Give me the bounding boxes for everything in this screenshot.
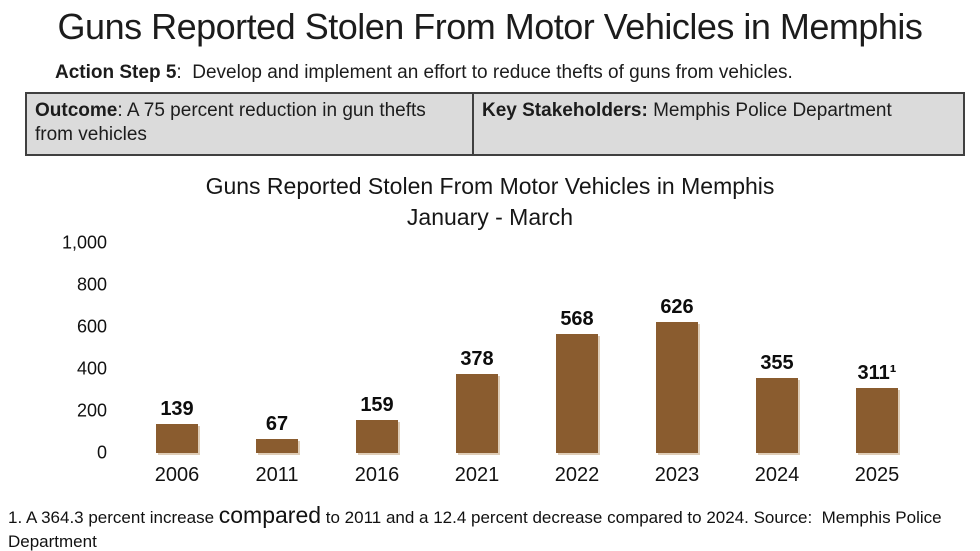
bar-value-label: 311¹ [857, 361, 897, 384]
bar-value-label: 139 [160, 397, 194, 420]
outcome-cell: Outcome: A 75 percent reduction in gun t… [27, 94, 474, 154]
bar-value-label: 378 [460, 347, 494, 370]
footnote-big-word: compared [218, 501, 322, 528]
y-axis: 1,000 800 600 400 200 0 [55, 232, 107, 462]
x-axis-label: 2011 [255, 463, 299, 486]
bar [456, 373, 498, 453]
bar-chart: Guns Reported Stolen From Motor Vehicles… [0, 171, 980, 487]
bar-column: 311¹ 2025 [827, 243, 927, 487]
y-axis-tick: 400 [76, 358, 107, 379]
plot-area: 1,000 800 600 400 200 0 139 2006 67 2011 159 2016 3… [55, 232, 980, 487]
bar [856, 387, 898, 453]
bar [656, 321, 698, 453]
bar-column: 355 2024 [727, 243, 827, 487]
bar-stack: 626 [656, 243, 698, 453]
bar-stack: 355 [756, 243, 798, 453]
x-axis-label: 2022 [554, 463, 600, 486]
bar-value-label: 67 [265, 412, 289, 435]
outcome-label: Outcome [35, 100, 118, 121]
action-step-label: Action Step 5 [55, 62, 177, 83]
bar-value-label: 568 [560, 307, 594, 330]
bar-column: 67 2011 [227, 243, 327, 487]
bars-region: 139 2006 67 2011 159 2016 378 2021 568 2022 626 202… [127, 243, 927, 487]
bar-stack: 311¹ [856, 243, 898, 453]
y-axis-tick: 800 [76, 274, 107, 295]
x-axis-label: 2024 [754, 463, 800, 486]
bar [556, 333, 598, 453]
y-axis-tick: 600 [76, 316, 107, 337]
action-step-line: Action Step 5: Develop and implement an … [55, 62, 980, 84]
bar-value-label: 355 [760, 351, 794, 374]
bar [256, 438, 298, 453]
bar [156, 423, 198, 453]
stakeholders-text: Memphis Police Department [647, 100, 892, 121]
chart-title-line2: January - March [406, 203, 574, 230]
y-axis-tick: 1,000 [61, 232, 107, 253]
footnote-part1: 1. A 364.3 percent increase [8, 507, 219, 527]
bar-stack: 159 [356, 243, 398, 453]
bar-stack: 139 [156, 243, 198, 453]
stakeholders-label: Key Stakeholders: [482, 100, 648, 121]
bar-column: 626 2023 [627, 243, 727, 487]
bar-column: 378 2021 [427, 243, 527, 487]
bar-column: 139 2006 [127, 243, 227, 487]
x-axis-label: 2021 [454, 463, 500, 486]
action-step-text: : Develop and implement an effort to red… [176, 62, 793, 83]
info-table: Outcome: A 75 percent reduction in gun t… [25, 92, 965, 156]
bar-stack: 378 [456, 243, 498, 453]
stakeholders-cell: Key Stakeholders: Memphis Police Departm… [474, 94, 963, 154]
page-title: Guns Reported Stolen From Motor Vehicles… [57, 6, 923, 47]
footnote: 1. A 364.3 percent increase compared to … [8, 501, 970, 551]
bar-stack: 568 [556, 243, 598, 453]
bar-column: 568 2022 [527, 243, 627, 487]
bar-value-label: 159 [360, 393, 394, 416]
x-axis-label: 2025 [854, 463, 900, 486]
chart-title-line1: Guns Reported Stolen From Motor Vehicles… [205, 172, 775, 199]
x-axis-label: 2023 [654, 463, 700, 486]
bar-value-label: 626 [660, 295, 694, 318]
bar-column: 159 2016 [327, 243, 427, 487]
y-axis-tick: 200 [76, 400, 107, 421]
y-axis-tick: 0 [96, 442, 107, 463]
bar-stack: 67 [256, 243, 298, 453]
x-axis-label: 2016 [354, 463, 400, 486]
outcome-text: : A 75 percent reduction in gun thefts f… [35, 100, 432, 146]
bar [756, 377, 798, 453]
x-axis-label: 2006 [154, 463, 200, 486]
chart-title: Guns Reported Stolen From Motor Vehicles… [0, 171, 980, 233]
footnote-part2: to 2011 and a 12.4 percent decrease comp… [8, 507, 947, 551]
bar [356, 419, 398, 453]
